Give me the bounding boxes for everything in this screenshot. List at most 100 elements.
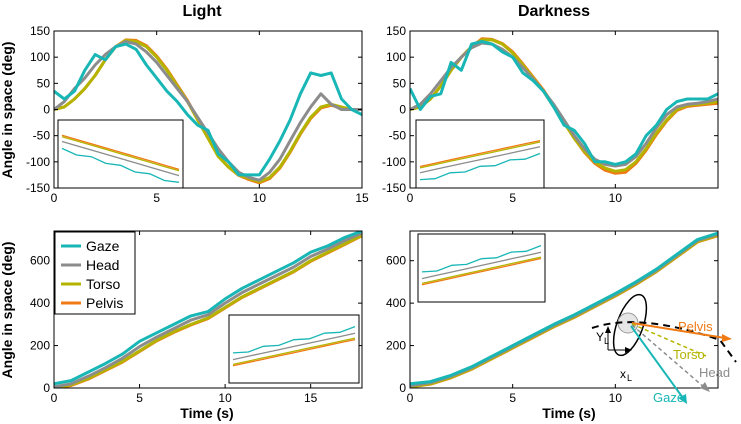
inset-darkness-bottom <box>417 233 546 303</box>
y-tick-label: 200 <box>386 339 406 353</box>
axis-x-label: x <box>620 367 626 381</box>
inset-line-torso <box>232 337 356 366</box>
y-tick-label: 600 <box>386 254 406 268</box>
series-line-gaze <box>54 231 362 386</box>
x-tick-label: 5 <box>509 191 516 205</box>
inset-line-gaze <box>419 152 541 181</box>
inset-line-gaze <box>61 147 180 183</box>
inset-light-bottom <box>228 314 360 384</box>
x-tick-label: 15 <box>355 191 369 205</box>
series-group <box>54 38 362 185</box>
y-tick-label: 150 <box>386 24 406 38</box>
series-group <box>410 37 718 175</box>
series-line-torso <box>54 233 362 388</box>
annot-head: Head <box>699 365 730 380</box>
x-tick-label: 15 <box>304 391 318 405</box>
axis-x-subscript: L <box>627 373 632 383</box>
series-line-gaze <box>410 231 718 386</box>
inset-line-torso <box>421 256 542 285</box>
y-tick-label: 400 <box>30 296 50 310</box>
inset-frame <box>228 314 360 384</box>
annot-pelvis: Pelvis <box>678 319 713 334</box>
legend-label-torso: Torso <box>86 276 120 292</box>
axis-x-arrowhead <box>625 347 632 353</box>
x-tick-label: 10 <box>609 191 623 205</box>
legend: Gaze Head Torso Pelvis <box>54 231 136 315</box>
series-line-head <box>54 231 362 388</box>
y-tick-label: -100 <box>26 155 50 169</box>
y-tick-label: 150 <box>30 24 50 38</box>
series-line-head <box>410 41 718 168</box>
pelvis-ellipse-icon <box>612 293 648 357</box>
y-tick-label: 100 <box>386 50 406 64</box>
series-group <box>410 231 718 388</box>
ylabel-bottom: Angle in space (deg) <box>0 242 15 379</box>
body-schematic: Y L x L Pelvis Torso Head Gaze <box>591 293 737 405</box>
inset-line-head <box>419 146 541 174</box>
y-tick-label: 100 <box>30 50 50 64</box>
legend-label-head: Head <box>86 257 119 273</box>
y-tick-label: 0 <box>399 381 406 395</box>
trajectory-dashed-line <box>591 321 737 363</box>
axes-frame <box>409 230 719 389</box>
inset-light-top <box>57 119 184 189</box>
x-tick-label: 10 <box>253 191 267 205</box>
axes-frame <box>53 230 363 389</box>
xlabel-light: Time (s) <box>180 405 233 421</box>
x-tick-label: 10 <box>218 391 232 405</box>
axis-y-arrowhead <box>605 326 611 333</box>
pelvis-arrowhead <box>722 334 732 342</box>
y-tick-label: -100 <box>382 155 406 169</box>
y-tick-label: 600 <box>30 254 50 268</box>
x-tick-label: 0 <box>407 391 414 405</box>
y-tick-label: -150 <box>26 181 50 195</box>
inset-line-pelvis <box>61 134 180 171</box>
pelvis-arrow <box>631 322 726 339</box>
inset-darkness-top <box>415 119 545 189</box>
y-tick-label: -50 <box>33 129 51 143</box>
inset-line-head <box>232 332 356 361</box>
series-line-gaze <box>54 42 362 177</box>
ylabel-top: Angle in space (deg) <box>0 42 15 179</box>
legend-label-pelvis: Pelvis <box>86 295 123 311</box>
inset-line-pelvis <box>421 257 542 286</box>
title-darkness: Darkness <box>518 3 590 20</box>
series-line-gaze <box>410 40 718 166</box>
head-arrow <box>631 324 706 389</box>
annot-torso: Torso <box>673 347 705 362</box>
inset-line-torso <box>419 141 541 169</box>
y-tick-label: 0 <box>399 103 406 117</box>
x-tick-label: 0 <box>407 191 414 205</box>
inset-line-head <box>421 251 542 280</box>
y-tick-label: 0 <box>43 381 50 395</box>
x-tick-label: 10 <box>609 391 623 405</box>
inset-frame <box>417 233 546 303</box>
x-tick-label: 0 <box>51 391 58 405</box>
x-tick-label: 5 <box>153 191 160 205</box>
y-tick-label: 400 <box>386 296 406 310</box>
legend-label-gaze: Gaze <box>86 238 120 254</box>
y-tick-label: 50 <box>37 76 51 90</box>
inset-line-pelvis <box>232 338 356 367</box>
inset-line-gaze <box>421 244 542 273</box>
y-tick-label: -150 <box>382 181 406 195</box>
y-tick-label: 50 <box>393 76 407 90</box>
axis-y-subscript: L <box>604 336 609 346</box>
axis-y-label: Y <box>596 330 604 344</box>
x-tick-label: 5 <box>136 391 143 405</box>
inset-line-head <box>61 140 180 177</box>
inset-line-gaze <box>232 325 356 354</box>
y-tick-label: 0 <box>43 103 50 117</box>
x-tick-label: 5 <box>509 391 516 405</box>
x-tick-label: 0 <box>51 191 58 205</box>
title-light: Light <box>182 3 222 20</box>
inset-line-torso <box>61 136 180 172</box>
inset-line-pelvis <box>419 139 541 168</box>
xlabel-darkness: Time (s) <box>542 405 595 421</box>
gaze-arrow <box>630 325 684 399</box>
gaze-arrowhead <box>678 394 687 404</box>
y-tick-label: 200 <box>30 339 50 353</box>
annot-gaze: Gaze <box>653 390 684 405</box>
series-group <box>54 231 362 388</box>
